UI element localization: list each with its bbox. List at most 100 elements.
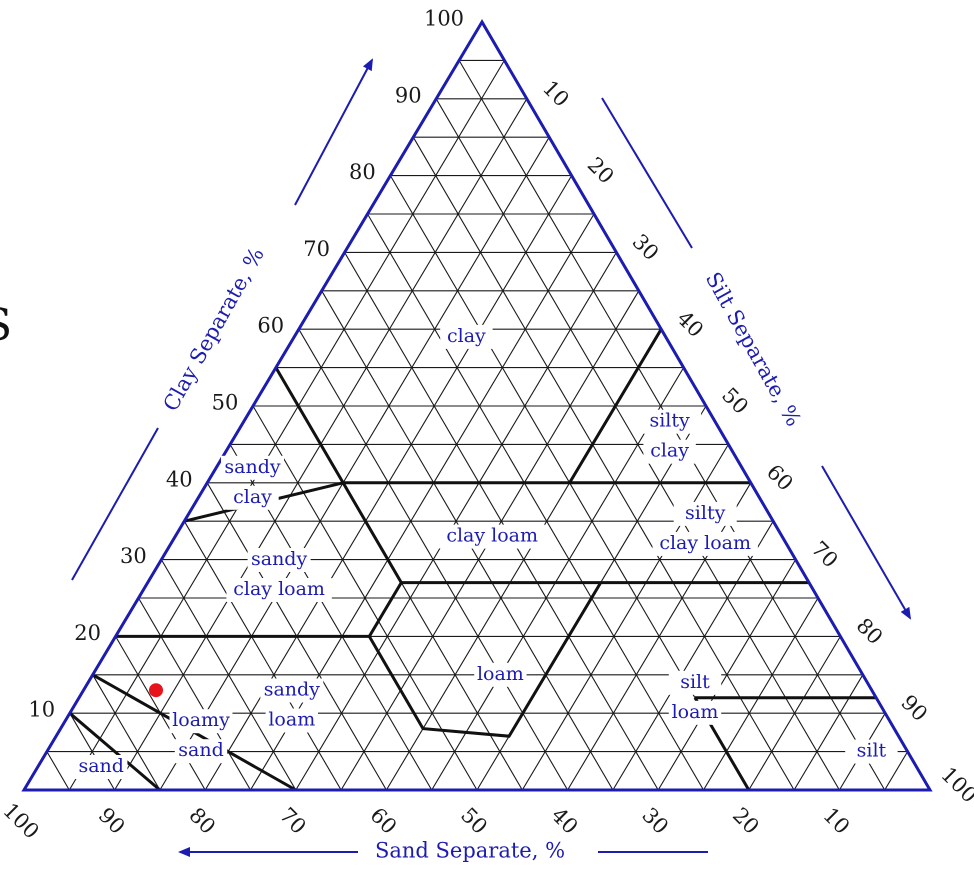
region-label-loamy-sand: loamy sand: [169, 709, 233, 764]
grid-line-silt: [521, 444, 729, 791]
region-label-text: clay: [447, 325, 486, 347]
grid-line-sand: [412, 136, 795, 791]
silt-tick-label: 40: [672, 306, 708, 342]
region-label-text: silt: [857, 740, 887, 762]
grid-line-silt: [657, 559, 797, 791]
region-label-backdrop: [668, 700, 722, 725]
sand-tick-label: 40: [547, 803, 583, 839]
grid-line-silt: [793, 674, 864, 791]
region-label-text: silty: [649, 410, 690, 432]
region-label-text: silt: [680, 671, 710, 693]
grid-line-silt: [431, 367, 685, 791]
triangle-outline: [21, 19, 933, 792]
region-label-sand: sand: [75, 755, 128, 779]
silt-tick-label: 20: [583, 153, 619, 189]
region-label-backdrop: [638, 409, 702, 434]
region-label-backdrop: [673, 501, 737, 526]
region-label-text: clay loam: [446, 525, 538, 547]
clay-direction-line: [71, 427, 159, 581]
clay-direction-arrow: [294, 58, 373, 206]
sand-tick-label: 60: [366, 803, 402, 839]
sand-axis-title: Sand Separate, %: [375, 839, 565, 863]
silt-tick-label: 60: [762, 460, 798, 496]
sand-tick-label: 100: [0, 798, 44, 843]
region-label-text: loam: [268, 709, 315, 731]
region-label-text: loamy: [172, 709, 230, 731]
region-label-text: loam: [477, 663, 524, 685]
silt-tick-label: 70: [807, 537, 843, 573]
grid-line-sand: [46, 751, 70, 791]
grid-line-sand: [367, 213, 704, 791]
texture-class-boundaries: [68, 328, 877, 792]
cropped-edge-glyph: S: [0, 300, 12, 351]
class-boundary-line: [367, 581, 602, 738]
region-label-text: clay: [233, 486, 272, 508]
class-boundary-line: [274, 328, 663, 485]
sand-tick-label: 20: [728, 803, 764, 839]
silt-tick-label: 90: [896, 690, 932, 726]
region-label-backdrop: [260, 678, 324, 703]
region-label-sandy-clay-loam: sandy clay loam: [226, 548, 332, 602]
region-label-backdrop: [643, 439, 696, 464]
clay-axis-title: Clay Separate, %: [158, 243, 268, 415]
grid-line-silt: [748, 636, 841, 791]
region-label-text: clay loam: [233, 578, 325, 600]
region-label-text: sandy: [224, 456, 280, 478]
clay-tick-label: 40: [166, 467, 193, 491]
region-label-backdrop: [226, 485, 279, 510]
region-label-backdrop: [439, 524, 545, 549]
region-label-backdrop: [652, 531, 758, 556]
clay-tick-label: 60: [257, 314, 284, 338]
region-label-text: sand: [178, 739, 223, 761]
clay-tick-label: 10: [28, 698, 55, 722]
grid-line-sand: [92, 674, 161, 791]
grid-line-silt: [612, 520, 774, 791]
region-label-sandy-clay: sandy clay: [221, 455, 284, 510]
region-label-backdrop: [668, 670, 722, 695]
region-label-text: sandy: [251, 548, 307, 570]
clay-tick-label: 70: [303, 237, 330, 261]
region-label-text: loam: [672, 701, 719, 723]
region-label-backdrop: [226, 578, 332, 602]
grid-line-sand: [183, 520, 342, 791]
region-label-text: sand: [78, 755, 123, 777]
region-label-loam: loam: [474, 662, 527, 687]
clay-tick-label: 20: [74, 621, 101, 645]
sand-tick-label: 50: [456, 803, 492, 839]
region-label-text: sandy: [264, 679, 320, 701]
silt-axis-title: Silt Separate, %: [701, 268, 806, 430]
grid-line-sand: [160, 559, 297, 791]
silt-direction-line: [601, 97, 693, 249]
grid-line-silt: [884, 751, 909, 791]
sand-tick-label: 10: [819, 803, 855, 839]
region-label-text: clay: [650, 440, 689, 462]
clay-tick-label: 50: [212, 391, 239, 415]
region-label-backdrop: [845, 739, 898, 764]
region-label-backdrop: [169, 709, 233, 734]
tick-labels: 1020304050607080901001020304050607080901…: [0, 7, 974, 844]
region-label-silty-clay-loam: silty clay loam: [652, 501, 758, 556]
silt-tick-label: 30: [628, 229, 664, 265]
sand-tick-label: 80: [184, 803, 220, 839]
clay-tick-label: 80: [349, 160, 376, 184]
region-label-silt: silt: [845, 739, 898, 764]
region-label-silty-clay: silty clay: [638, 409, 702, 464]
triangle-border: [21, 19, 933, 792]
silt-tick-label: 10: [538, 76, 574, 112]
sample-point-dot: [149, 683, 163, 698]
region-label-clay: clay: [440, 324, 493, 349]
grid-line-sand: [138, 597, 251, 791]
region-label-backdrop: [221, 455, 284, 480]
grid-line-silt: [250, 213, 595, 791]
clay-tick-label: 30: [120, 544, 147, 568]
sand-tick-label: 70: [275, 803, 311, 839]
region-label-backdrop: [474, 662, 527, 687]
silt-direction-arrow: [821, 465, 912, 620]
sand-tick-label: 30: [637, 803, 673, 839]
grid-line-sand: [252, 405, 478, 791]
region-label-sandy-loam: sandy loam: [260, 678, 324, 733]
class-boundary-line: [68, 712, 161, 792]
region-label-text: silty: [685, 502, 726, 524]
